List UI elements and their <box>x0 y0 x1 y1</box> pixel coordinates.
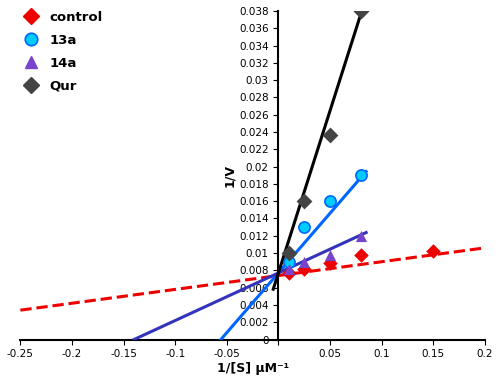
Point <box>284 270 292 276</box>
Point <box>357 233 365 239</box>
Point <box>300 259 308 265</box>
Point <box>284 250 292 256</box>
Point <box>357 172 365 178</box>
Y-axis label: 1/V: 1/V <box>224 164 236 187</box>
Point <box>300 265 308 272</box>
Point <box>284 265 292 272</box>
Point <box>357 252 365 258</box>
Point <box>326 131 334 138</box>
Point <box>429 248 437 254</box>
Point <box>284 259 292 265</box>
Point <box>326 261 334 267</box>
Legend: control, 13a, 14a, Qur: control, 13a, 14a, Qur <box>18 11 102 93</box>
Point <box>326 198 334 204</box>
Point <box>357 8 365 14</box>
Point <box>300 224 308 230</box>
X-axis label: 1/[S] μM⁻¹: 1/[S] μM⁻¹ <box>216 362 288 375</box>
Point <box>300 198 308 204</box>
Point <box>326 252 334 258</box>
